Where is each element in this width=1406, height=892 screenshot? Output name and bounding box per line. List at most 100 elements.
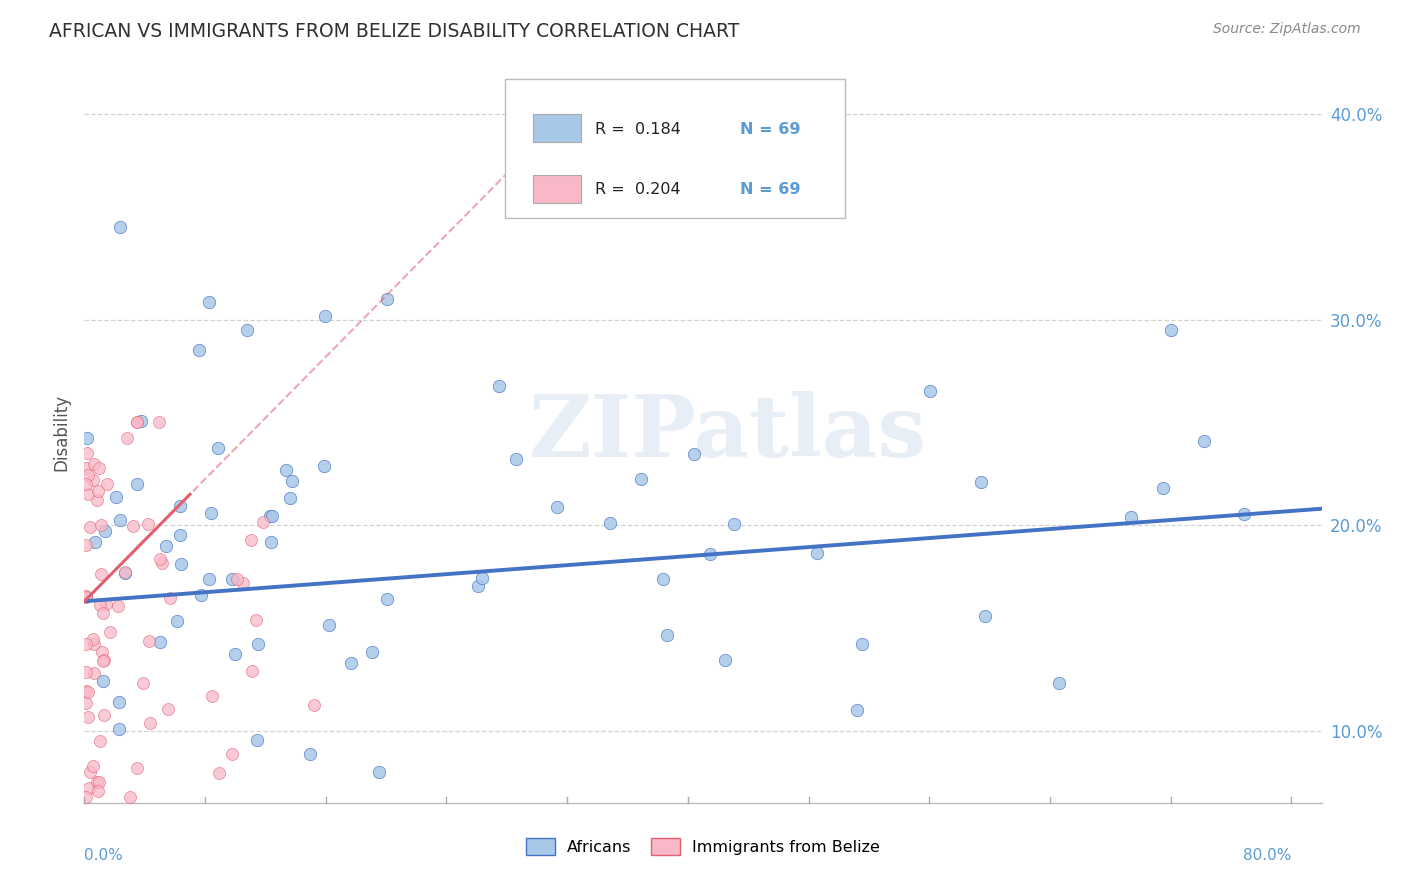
Point	[170, 557, 193, 571]
Point	[599, 516, 621, 530]
Text: AFRICAN VS IMMIGRANTS FROM BELIZE DISABILITY CORRELATION CHART: AFRICAN VS IMMIGRANTS FROM BELIZE DISABI…	[49, 22, 740, 41]
Point	[83, 637, 105, 651]
Point	[90, 517, 112, 532]
Point	[505, 452, 527, 467]
Point	[83, 535, 105, 549]
Point	[630, 472, 652, 486]
Point	[125, 477, 148, 491]
Point	[200, 506, 222, 520]
Point	[127, 415, 149, 429]
Point	[75, 591, 97, 605]
Point	[77, 710, 100, 724]
Point	[360, 645, 382, 659]
Point	[93, 653, 115, 667]
Point	[114, 566, 136, 580]
Point	[75, 476, 97, 491]
Point	[274, 463, 297, 477]
Point	[245, 613, 267, 627]
Point	[125, 761, 148, 775]
Point	[246, 637, 269, 651]
FancyBboxPatch shape	[533, 175, 581, 203]
Point	[198, 572, 221, 586]
Point	[375, 591, 398, 606]
Point	[314, 309, 336, 323]
Point	[98, 624, 121, 639]
Point	[207, 441, 229, 455]
Point	[90, 566, 112, 581]
Point	[138, 634, 160, 648]
Point	[221, 747, 243, 761]
Point	[87, 775, 110, 789]
Point	[278, 491, 301, 505]
Point	[139, 716, 162, 731]
Point	[76, 446, 98, 460]
Point	[89, 734, 111, 748]
Point	[75, 461, 97, 475]
Point	[108, 695, 131, 709]
Point	[302, 698, 325, 713]
Point	[252, 515, 274, 529]
Point	[108, 219, 131, 234]
Point	[76, 431, 98, 445]
Point	[1160, 323, 1182, 337]
Point	[806, 546, 828, 560]
Point	[132, 676, 155, 690]
Point	[75, 538, 97, 552]
Point	[79, 764, 101, 779]
Point	[82, 473, 104, 487]
Point	[259, 508, 281, 523]
Text: N = 69: N = 69	[740, 182, 800, 197]
Point	[122, 518, 145, 533]
Point	[75, 665, 97, 680]
Point	[136, 517, 159, 532]
Point	[973, 608, 995, 623]
Point	[75, 789, 97, 804]
Point	[471, 571, 494, 585]
Point	[312, 458, 335, 473]
Point	[467, 579, 489, 593]
Point	[1152, 481, 1174, 495]
Point	[232, 576, 254, 591]
Point	[83, 457, 105, 471]
Point	[236, 323, 259, 337]
Point	[260, 508, 283, 523]
Point	[115, 431, 138, 445]
Y-axis label: Disability: Disability	[52, 394, 70, 471]
Point	[75, 589, 97, 603]
Point	[318, 618, 340, 632]
Point	[851, 636, 873, 650]
Point	[79, 519, 101, 533]
Point	[91, 645, 114, 659]
Text: 0.0%: 0.0%	[84, 848, 124, 863]
Point	[652, 572, 675, 586]
Point	[149, 551, 172, 566]
Point	[87, 460, 110, 475]
Point	[488, 379, 510, 393]
Point	[120, 789, 142, 804]
Point	[714, 653, 737, 667]
Legend: Africans, Immigrants from Belize: Africans, Immigrants from Belize	[519, 831, 887, 862]
Point	[94, 524, 117, 538]
Point	[683, 447, 706, 461]
Point	[114, 565, 136, 579]
Point	[87, 784, 110, 798]
Point	[156, 702, 179, 716]
Point	[208, 766, 231, 780]
Point	[108, 513, 131, 527]
Point	[75, 684, 97, 698]
Text: Source: ZipAtlas.com: Source: ZipAtlas.com	[1213, 22, 1361, 37]
Text: R =  0.184: R = 0.184	[595, 121, 682, 136]
Point	[259, 535, 281, 549]
Text: R =  0.204: R = 0.204	[595, 182, 681, 197]
Point	[89, 598, 111, 612]
Point	[91, 654, 114, 668]
Point	[375, 292, 398, 306]
Point	[169, 499, 191, 513]
Point	[657, 628, 679, 642]
Point	[1192, 434, 1215, 449]
Point	[77, 468, 100, 483]
Point	[76, 685, 98, 699]
Point	[75, 637, 97, 651]
Point	[149, 635, 172, 649]
Point	[107, 722, 129, 736]
